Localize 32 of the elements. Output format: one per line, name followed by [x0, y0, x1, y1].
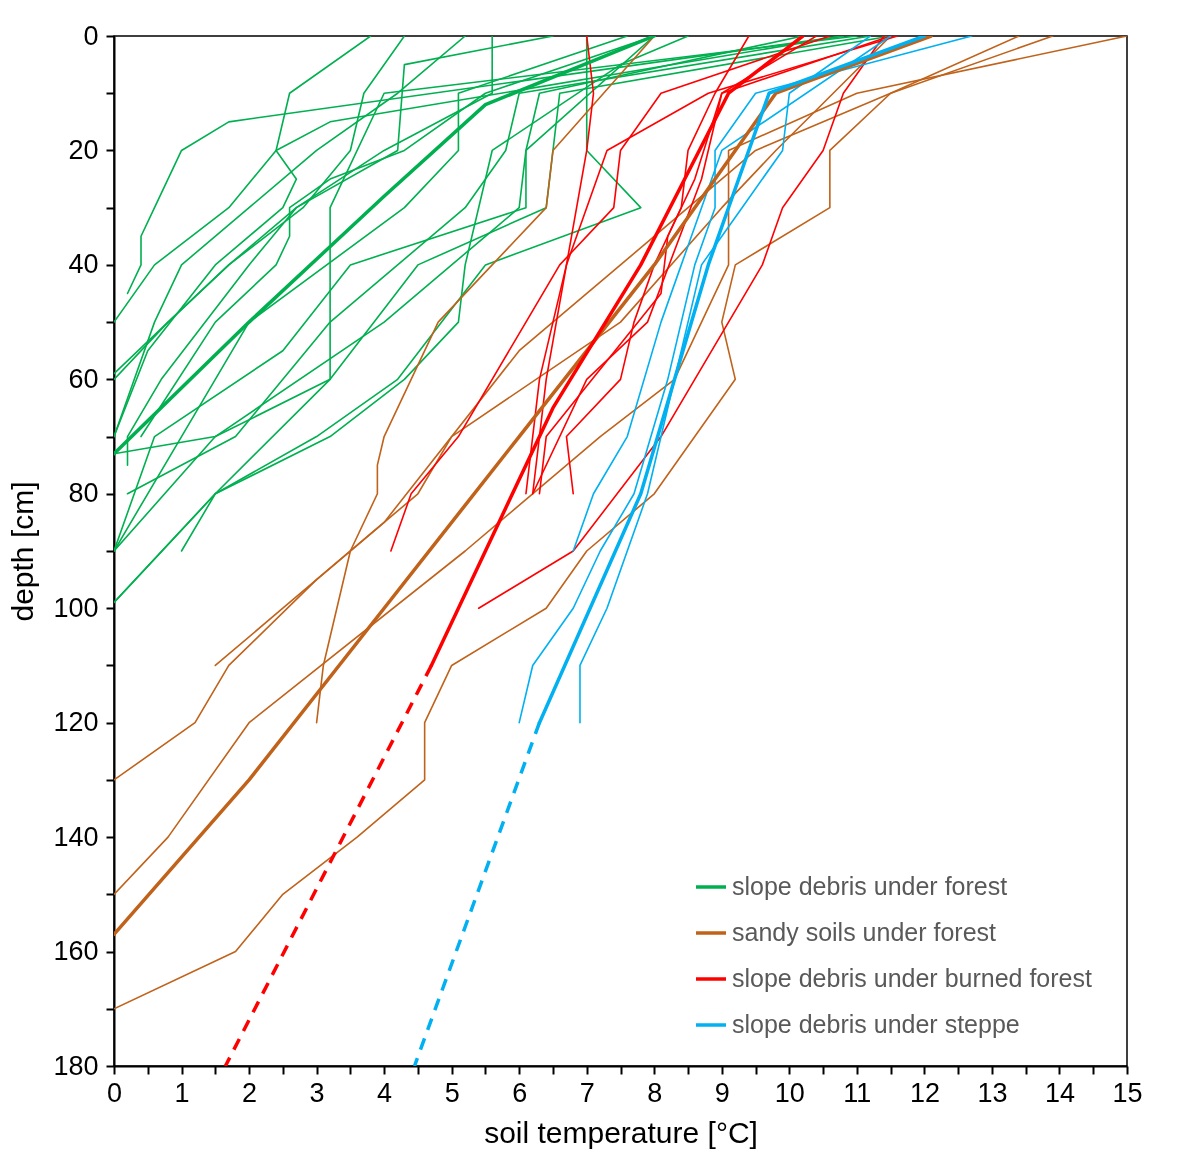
x-axis-title: soil temperature [°C] — [484, 1115, 758, 1149]
y-tick-label: 180 — [53, 1050, 99, 1081]
y-tick-label: 140 — [53, 821, 99, 852]
legend-label: slope debris under steppe — [732, 1010, 1020, 1038]
legend-label: sandy soils under forest — [732, 918, 997, 946]
x-tick-label: 11 — [843, 1077, 872, 1108]
x-tick-label: 9 — [714, 1077, 730, 1108]
x-tick-label: 2 — [242, 1077, 258, 1108]
y-tick-label: 20 — [68, 134, 99, 165]
x-tick-label: 1 — [174, 1077, 190, 1108]
x-tick-label: 14 — [1044, 1077, 1075, 1108]
x-tick-label: 4 — [377, 1077, 393, 1108]
x-tick-label: 15 — [1112, 1077, 1143, 1108]
y-tick-label: 160 — [53, 936, 99, 967]
y-tick-label: 0 — [83, 20, 99, 51]
legend-label: slope debris under forest — [732, 872, 1008, 900]
x-tick-label: 13 — [977, 1077, 1008, 1108]
x-tick-label: 3 — [309, 1077, 325, 1108]
x-tick-label: 5 — [444, 1077, 460, 1108]
x-tick-label: 8 — [647, 1077, 663, 1108]
legend-label: slope debris under burned forest — [732, 964, 1092, 992]
y-axis-title: depth [cm] — [6, 481, 40, 622]
x-tick-label: 6 — [512, 1077, 528, 1108]
x-tick-label: 10 — [774, 1077, 805, 1108]
y-tick-label: 60 — [68, 363, 99, 394]
x-tick-label: 0 — [106, 1077, 123, 1108]
y-tick-label: 80 — [68, 478, 99, 509]
x-tick-label: 7 — [579, 1077, 595, 1108]
y-tick-label: 120 — [53, 707, 99, 738]
y-tick-label: 100 — [53, 592, 99, 623]
y-tick-label: 40 — [68, 249, 99, 280]
x-tick-label: 12 — [909, 1077, 940, 1108]
